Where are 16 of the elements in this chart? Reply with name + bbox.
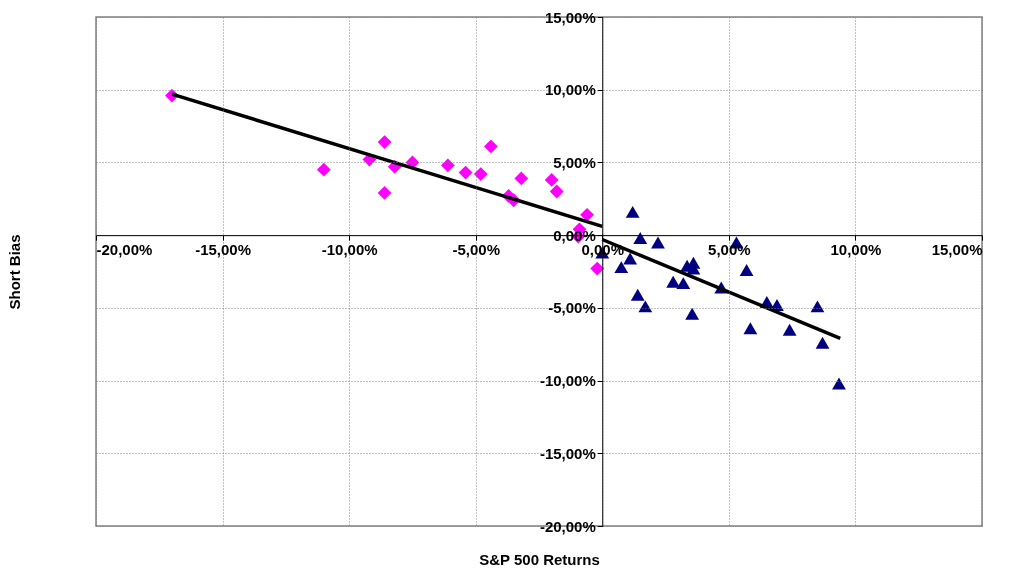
y-tick-label: 5,00% [553,153,596,171]
x-tick-label: -15,00% [195,240,252,258]
y-tick-label: 15,00% [544,8,596,26]
y-tick-label: -5,00% [548,299,596,317]
x-tick-label: -10,00% [321,240,378,258]
x-tick-label: -5,00% [452,240,500,258]
x-tick-label: 15,00% [931,240,983,258]
y-tick-label: 10,00% [544,81,596,99]
x-tick-label: 5,00% [708,240,751,258]
y-tick-label: -20,00% [539,517,596,535]
x-tick-label: -20,00% [96,240,153,258]
x-axis-title: S&P 500 Returns [479,550,600,568]
x-tick-label: 10,00% [830,240,882,258]
y-axis-title: Short Bias [5,234,23,310]
y-tick-label: -15,00% [539,444,596,462]
y-tick-label: -10,00% [539,372,596,390]
